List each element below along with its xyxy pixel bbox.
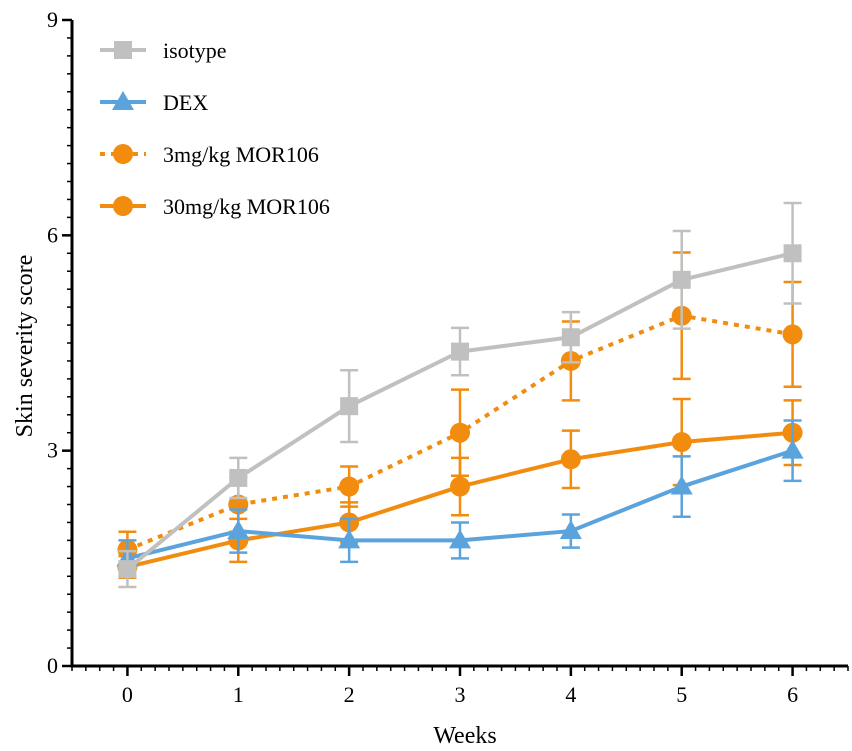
data-point xyxy=(450,476,470,497)
x-tick-label: 3 xyxy=(455,682,466,707)
legend-marker xyxy=(113,196,133,216)
series-3mg-kg-mor106 xyxy=(117,251,803,569)
data-point xyxy=(229,468,248,487)
x-tick-label: 1 xyxy=(233,682,244,707)
legend-item: DEX xyxy=(100,90,208,115)
y-tick-label: 0 xyxy=(47,653,58,678)
y-tick-label: 6 xyxy=(47,222,58,247)
data-point xyxy=(340,397,359,416)
x-tick-label: 6 xyxy=(787,682,798,707)
data-point xyxy=(450,422,470,443)
legend-label: DEX xyxy=(163,90,208,115)
legend-item: isotype xyxy=(100,38,227,63)
data-point xyxy=(783,244,802,263)
data-point xyxy=(451,342,469,361)
data-point xyxy=(338,529,361,549)
legend-marker xyxy=(114,41,132,59)
legend-item: 30mg/kg MOR106 xyxy=(100,194,330,219)
y-axis-title: Skin severity score xyxy=(12,255,38,438)
legend-marker xyxy=(113,144,133,164)
legend-label: isotype xyxy=(163,38,227,63)
legend: isotype DEX 3mg/kg MOR106 30mg/kg MOR106 xyxy=(100,38,330,219)
data-point xyxy=(339,476,360,497)
x-tick-label: 2 xyxy=(344,682,355,707)
data-point xyxy=(782,324,803,345)
y-tick-label: 9 xyxy=(47,7,58,32)
series-dex xyxy=(116,419,804,578)
data-point xyxy=(672,270,691,289)
legend-marker xyxy=(112,91,134,110)
axes: 0 3 6 9 0 1 2 3 4 5 6 xyxy=(47,7,849,707)
legend-label: 3mg/kg MOR106 xyxy=(163,142,319,167)
data-point xyxy=(560,449,581,470)
data-point xyxy=(118,560,137,579)
legend-item: 3mg/kg MOR106 xyxy=(100,142,319,167)
x-tick-label: 5 xyxy=(676,682,687,707)
data-point xyxy=(781,439,804,459)
data-point xyxy=(449,529,471,549)
data-point xyxy=(561,328,580,347)
legend-label: 30mg/kg MOR106 xyxy=(163,194,330,219)
series-isotype xyxy=(118,201,802,589)
data-point xyxy=(559,520,582,540)
data-point xyxy=(670,475,693,495)
series-layer xyxy=(116,201,804,589)
y-tick-label: 3 xyxy=(47,438,58,463)
x-tick-label: 0 xyxy=(122,682,133,707)
data-point xyxy=(227,520,250,540)
x-tick-label: 4 xyxy=(565,682,576,707)
x-axis-title: Weeks xyxy=(433,723,496,749)
data-point xyxy=(671,432,692,453)
